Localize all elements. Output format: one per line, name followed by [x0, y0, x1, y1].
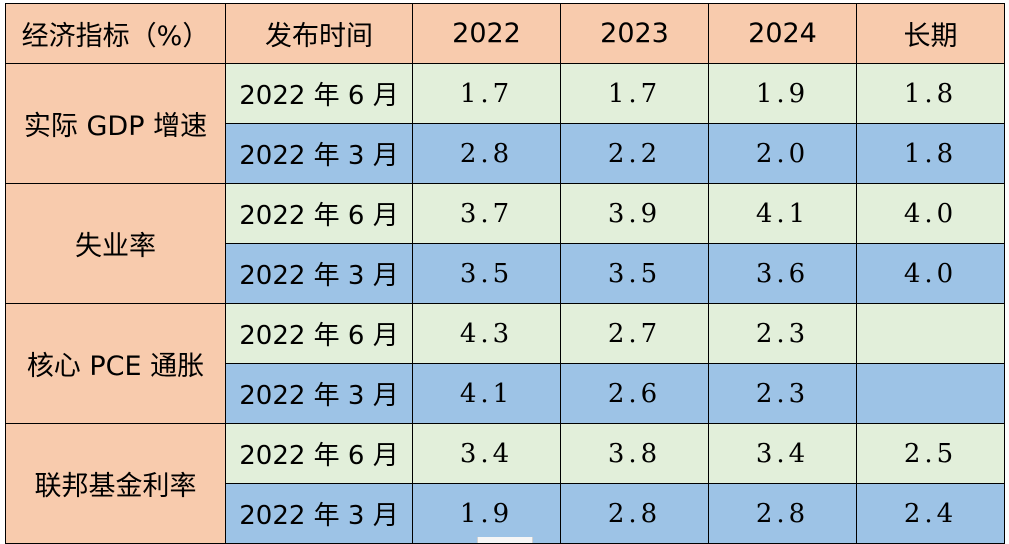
table-row: 2022 年 3 月 1.9 2.8 2.8 2.4	[6, 483, 1005, 544]
value-2024-cell: 3.4	[708, 423, 857, 484]
value-2024-cell: 2.3	[708, 363, 857, 424]
header-year-2022: 2022	[412, 3, 561, 64]
table-row: 实际 GDP 增速 2022 年 6 月 1.7 1.7 1.9 1.8	[5, 63, 1005, 184]
value-long-term-cell: 1.8	[856, 123, 1005, 184]
header-long-term: 长期	[856, 3, 1005, 64]
header-indicator: 经济指标（%）	[5, 3, 226, 64]
value-2023-cell: 3.9	[560, 183, 709, 244]
indicator-core-pce-inflation: 核心 PCE 通胀	[5, 303, 226, 424]
value-2024-cell: 4.1	[708, 183, 857, 244]
value-2022-cell: 3.4	[412, 423, 561, 484]
bottom-edge-artifact	[477, 537, 533, 543]
value-long-term-cell	[856, 363, 1005, 424]
value-2023-cell: 2.2	[560, 123, 709, 184]
value-2023-cell: 2.8	[560, 483, 709, 544]
header-year-2024: 2024	[708, 3, 857, 64]
header-release-time: 发布时间	[225, 3, 413, 64]
value-long-term-cell: 2.5	[856, 423, 1005, 484]
value-2022-cell: 2.8	[412, 123, 561, 184]
release-date-cell: 2022 年 6 月	[225, 183, 413, 244]
value-2022-cell: 1.9	[412, 483, 561, 544]
value-long-term-cell: 2.4	[856, 483, 1005, 544]
value-long-term-cell: 4.0	[856, 183, 1005, 244]
release-date-cell: 2022 年 6 月	[225, 63, 413, 124]
value-2023-cell: 3.5	[560, 243, 709, 304]
header-year-2023: 2023	[560, 3, 709, 64]
indicator-federal-funds-rate: 联邦基金利率	[5, 423, 226, 544]
value-2022-cell: 4.1	[412, 363, 561, 424]
value-long-term-cell: 1.8	[856, 63, 1005, 124]
value-2022-cell: 1.7	[412, 63, 561, 124]
value-2023-cell: 1.7	[560, 63, 709, 124]
release-date-cell: 2022 年 6 月	[225, 303, 413, 364]
value-2024-cell: 2.3	[708, 303, 857, 364]
table-row: 2022 年 3 月 2.8 2.2 2.0 1.8	[6, 123, 1005, 184]
table-row: 2022 年 3 月 3.5 3.5 3.6 4.0	[6, 243, 1005, 304]
value-2023-cell: 2.7	[560, 303, 709, 364]
table-row: 失业率 2022 年 6 月 3.7 3.9 4.1 4.0	[5, 183, 1005, 304]
value-2023-cell: 2.6	[560, 363, 709, 424]
value-2022-cell: 3.7	[412, 183, 561, 244]
value-2024-cell: 1.9	[708, 63, 857, 124]
value-2022-cell: 4.3	[412, 303, 561, 364]
indicator-unemployment-rate: 失业率	[5, 183, 226, 304]
value-long-term-cell: 4.0	[856, 243, 1005, 304]
release-date-cell: 2022 年 3 月	[225, 363, 413, 424]
header-row: 经济指标（%） 发布时间 2022 2023 2024 长期	[5, 3, 1005, 64]
table-row: 核心 PCE 通胀 2022 年 6 月 4.3 2.7 2.3	[5, 303, 1005, 424]
release-date-cell: 2022 年 6 月	[225, 423, 413, 484]
table-row: 联邦基金利率 2022 年 6 月 3.4 3.8 3.4 2.5	[5, 423, 1005, 544]
value-2024-cell: 2.8	[708, 483, 857, 544]
release-date-cell: 2022 年 3 月	[225, 243, 413, 304]
economic-projections-table-wrapper: 经济指标（%） 发布时间 2022 2023 2024 长期 实际 GDP 增速…	[5, 3, 1005, 544]
release-date-cell: 2022 年 3 月	[225, 483, 413, 544]
value-2023-cell: 3.8	[560, 423, 709, 484]
value-2024-cell: 3.6	[708, 243, 857, 304]
indicator-gdp-growth: 实际 GDP 增速	[5, 63, 226, 184]
economic-projections-table: 经济指标（%） 发布时间 2022 2023 2024 长期 实际 GDP 增速…	[5, 3, 1005, 544]
value-2024-cell: 2.0	[708, 123, 857, 184]
value-long-term-cell	[856, 303, 1005, 364]
value-2022-cell: 3.5	[412, 243, 561, 304]
release-date-cell: 2022 年 3 月	[225, 123, 413, 184]
